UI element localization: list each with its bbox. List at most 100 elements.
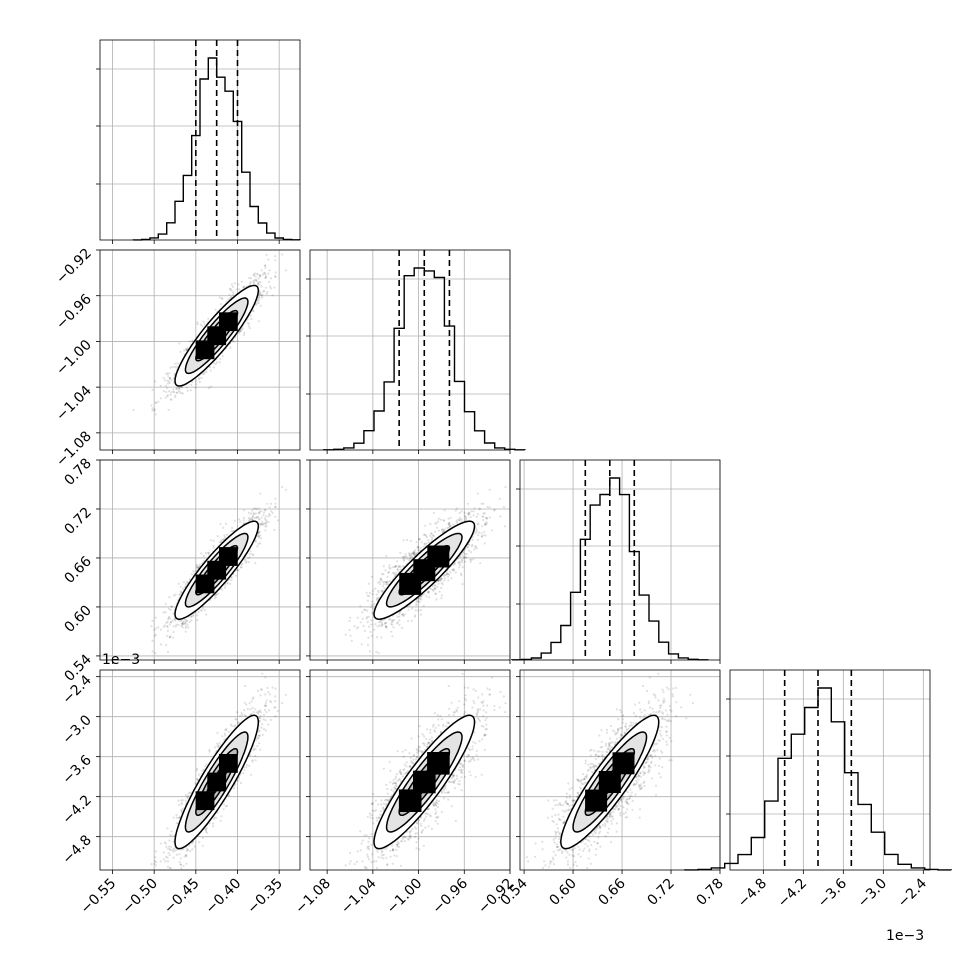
sample-point xyxy=(177,582,180,585)
sample-point xyxy=(261,296,264,299)
sample-point xyxy=(237,518,241,521)
sample-point xyxy=(178,593,181,596)
sample-point xyxy=(165,390,168,394)
sample-point xyxy=(168,377,171,380)
sample-point xyxy=(214,308,217,311)
sample-point xyxy=(180,622,183,625)
sample-point xyxy=(247,511,250,514)
sample-point xyxy=(407,608,410,611)
sample-point xyxy=(258,297,261,300)
sample-point xyxy=(162,389,165,393)
sample-point xyxy=(230,289,233,292)
sample-point xyxy=(254,562,257,565)
sample-point xyxy=(159,397,163,400)
sample-point xyxy=(264,266,267,269)
sample-point xyxy=(151,388,154,392)
sample-point xyxy=(420,541,423,544)
sample-point xyxy=(360,643,363,646)
sample-point xyxy=(175,623,178,626)
sample-point xyxy=(188,620,191,624)
sample-point xyxy=(249,517,252,520)
sample-point xyxy=(215,361,218,364)
sample-point xyxy=(437,517,440,520)
sample-point xyxy=(237,332,241,335)
sample-point xyxy=(168,596,171,599)
sample-point xyxy=(422,604,425,608)
sample-point xyxy=(167,374,170,378)
sample-point xyxy=(247,561,250,564)
sample-point xyxy=(218,361,221,364)
sample-point xyxy=(154,401,157,404)
sample-point xyxy=(170,391,173,394)
sample-point xyxy=(256,273,259,276)
sample-point xyxy=(181,626,184,629)
sample-point xyxy=(235,288,238,291)
sample-point xyxy=(157,626,160,629)
sample-point xyxy=(242,516,246,519)
sample-point xyxy=(182,587,185,590)
sample-point xyxy=(165,643,168,647)
subplot-3-0 xyxy=(100,670,300,870)
sample-point xyxy=(491,529,494,532)
sample-point xyxy=(256,298,259,302)
sample-point xyxy=(229,346,232,349)
sample-point xyxy=(269,277,273,280)
sample-point xyxy=(164,602,167,605)
sample-point xyxy=(256,545,259,548)
sample-point xyxy=(153,628,156,632)
sample-point xyxy=(151,650,154,653)
sample-point xyxy=(260,269,263,272)
sample-point xyxy=(250,512,253,515)
sample-point xyxy=(248,556,251,559)
sample-point xyxy=(209,539,212,542)
sample-point xyxy=(267,521,270,524)
sample-point xyxy=(190,615,193,618)
sample-point xyxy=(242,509,245,512)
sample-point xyxy=(256,515,260,519)
sample-point xyxy=(171,619,174,622)
sample-point xyxy=(231,285,234,288)
sample-point xyxy=(172,630,175,634)
sample-point xyxy=(258,293,261,296)
sample-point xyxy=(230,283,233,286)
sample-point xyxy=(257,302,260,305)
sample-point xyxy=(274,271,277,274)
sample-point xyxy=(179,585,182,589)
sample-point xyxy=(260,294,263,297)
sample-point xyxy=(262,511,266,514)
sample-point xyxy=(262,513,265,517)
sample-point xyxy=(219,303,222,306)
sample-point xyxy=(248,276,251,279)
sample-point xyxy=(184,347,187,351)
sample-point xyxy=(384,569,387,572)
density-panel-2-1 xyxy=(344,485,507,655)
sample-point xyxy=(168,617,171,620)
sample-point xyxy=(255,508,258,511)
sample-point xyxy=(370,634,373,638)
sample-point xyxy=(187,626,190,629)
sample-point xyxy=(166,387,169,390)
sample-point xyxy=(169,621,172,624)
sample-point xyxy=(166,629,169,633)
sample-point xyxy=(257,511,260,515)
sample-point xyxy=(255,279,258,283)
sample-point xyxy=(154,413,157,416)
sample-point xyxy=(377,652,380,655)
sample-point xyxy=(167,607,171,611)
sample-point xyxy=(168,372,171,375)
sample-point xyxy=(265,292,268,295)
sample-point xyxy=(166,372,169,375)
sample-point xyxy=(240,566,243,569)
sample-point xyxy=(258,295,261,298)
sample-point xyxy=(162,376,165,380)
sample-point xyxy=(252,310,255,313)
sample-point xyxy=(212,539,215,543)
sample-point xyxy=(175,387,178,390)
sample-point xyxy=(233,282,236,285)
sample-point xyxy=(166,382,170,385)
sample-point xyxy=(179,391,182,394)
sample-point xyxy=(486,505,489,508)
sample-point xyxy=(169,635,172,638)
sample-point xyxy=(281,253,284,256)
sample-point xyxy=(410,619,413,623)
